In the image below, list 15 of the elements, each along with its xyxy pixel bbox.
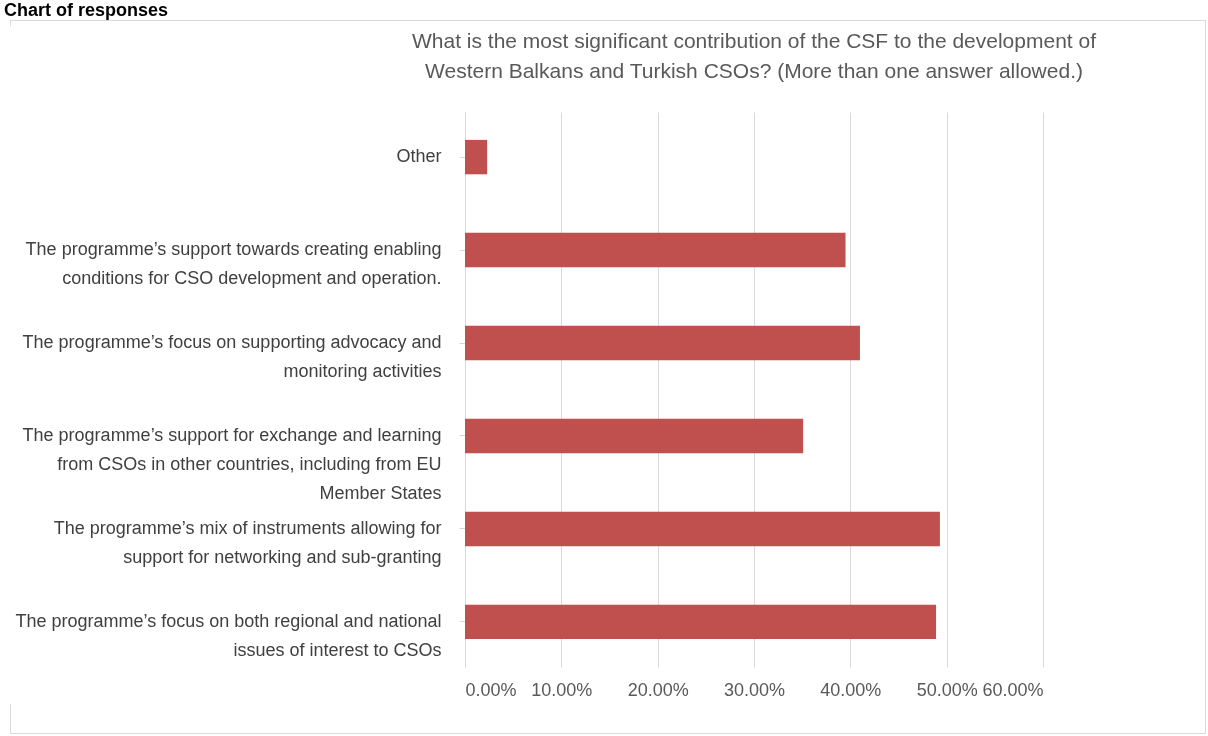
- y-tick-label: The programme’s support towards creating enabling conditions for CSO development and operation.: [25, 239, 442, 289]
- x-tick-label: 40.00%: [820, 679, 882, 700]
- y-tick-label: The programme’s focus on supporting advocacy and monitoring activities: [22, 332, 442, 382]
- y-tick-label: The programme’s support for exchange and learning from CSOs in other countries, including from EU Member States: [22, 424, 442, 503]
- y-tick-label: The programme’s focus on both regional and national issues of interest to CSOs: [15, 610, 442, 660]
- y-tick-label: Other: [396, 146, 442, 167]
- x-tick-label: 20.00%: [627, 679, 689, 700]
- text: Chart of responses: [4, 0, 169, 21]
- x-tick-label: 30.00%: [723, 679, 786, 700]
- x-tick-label: 0.00%: [465, 679, 517, 700]
- chart-title: What is the most significant contribution of the CSF to the development of Western Balkans and Turkish CSOs? (More than one answer allowed.): [411, 29, 1097, 82]
- x-tick-label: 10.00%: [531, 679, 593, 700]
- x-tick-label: 50.00%: [916, 679, 978, 700]
- y-tick-label: The programme’s mix of instruments allowing for support for networking and sub-granting: [53, 517, 442, 567]
- x-tick-label: 60.00%: [982, 679, 1044, 700]
